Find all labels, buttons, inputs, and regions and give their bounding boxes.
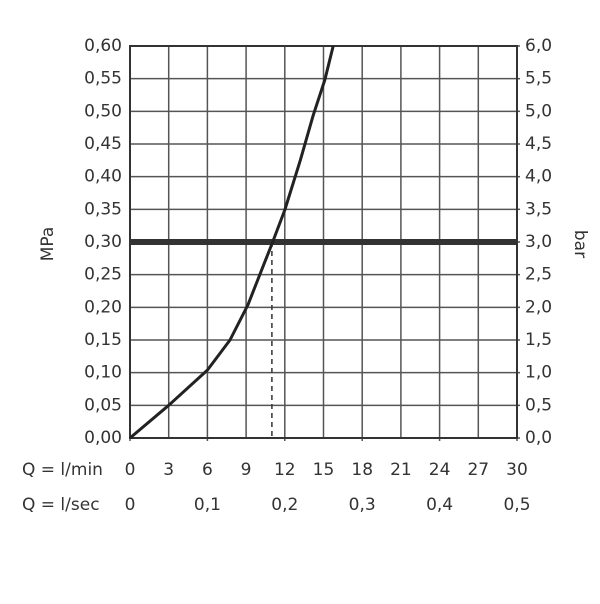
- x-tick-label: 0: [125, 460, 136, 480]
- y-tick-label: 0,55: [84, 69, 122, 89]
- y-tick-label: 0,00: [84, 428, 122, 448]
- x-tick-label: 6: [202, 460, 213, 480]
- y-tick-label: 0,40: [84, 167, 122, 187]
- y-tick-label: 0,25: [84, 265, 122, 285]
- y-tick-label: 0,60: [84, 36, 122, 56]
- y-tick-label: 0,15: [84, 330, 122, 350]
- y-tick-label: 0,50: [84, 101, 122, 121]
- x2-tick-label: 0,2: [271, 495, 298, 515]
- y2-tick-label: 1,5: [525, 330, 552, 350]
- x-tick-label: 30: [506, 460, 528, 480]
- y2-tick-label: 5,0: [525, 101, 552, 121]
- y-tick-label: 0,10: [84, 363, 122, 383]
- y2-tick-label: 4,5: [525, 134, 552, 154]
- x2-tick-label: 0,4: [426, 495, 453, 515]
- y-tick-label: 0,20: [84, 297, 122, 317]
- x2-tick-label: 0,5: [503, 495, 530, 515]
- y-tick-label: 0,35: [84, 199, 122, 219]
- x-tick-label: 27: [467, 460, 489, 480]
- y2-tick-label: 1,0: [525, 363, 552, 383]
- x-tick-label: 12: [274, 460, 296, 480]
- x-tick-label: 21: [390, 460, 412, 480]
- x-tick-label: 9: [241, 460, 252, 480]
- x-tick-label: 18: [351, 460, 373, 480]
- y2-tick-label: 0,5: [525, 395, 552, 415]
- curve: [129, 45, 335, 440]
- y2-axis-label: bar: [570, 230, 590, 258]
- y-axis-label: MPa: [38, 227, 58, 262]
- x2-tick-label: 0: [125, 495, 136, 515]
- x2-tick-label: 0,1: [194, 495, 221, 515]
- y-tick-label: 0,45: [84, 134, 122, 154]
- y2-tick-label: 0,0: [525, 428, 552, 448]
- x-tick-label: 3: [163, 460, 174, 480]
- y2-tick-label: 4,0: [525, 167, 552, 187]
- y2-tick-label: 2,0: [525, 297, 552, 317]
- x-tick-label: 15: [313, 460, 335, 480]
- x2-tick-label: 0,3: [349, 495, 376, 515]
- y2-tick-label: 3,5: [525, 199, 552, 219]
- y2-tick-label: 2,5: [525, 265, 552, 285]
- y-tick-label: 0,05: [84, 395, 122, 415]
- x-tick-label: 24: [429, 460, 451, 480]
- y2-tick-label: 6,0: [525, 36, 552, 56]
- y-tick-label: 0,30: [84, 232, 122, 252]
- x2-axis-label: Q = l/sec: [22, 495, 100, 515]
- x-axis-label: Q = l/min: [22, 460, 103, 480]
- y2-tick-label: 3,0: [525, 232, 552, 252]
- y2-tick-label: 5,5: [525, 69, 552, 89]
